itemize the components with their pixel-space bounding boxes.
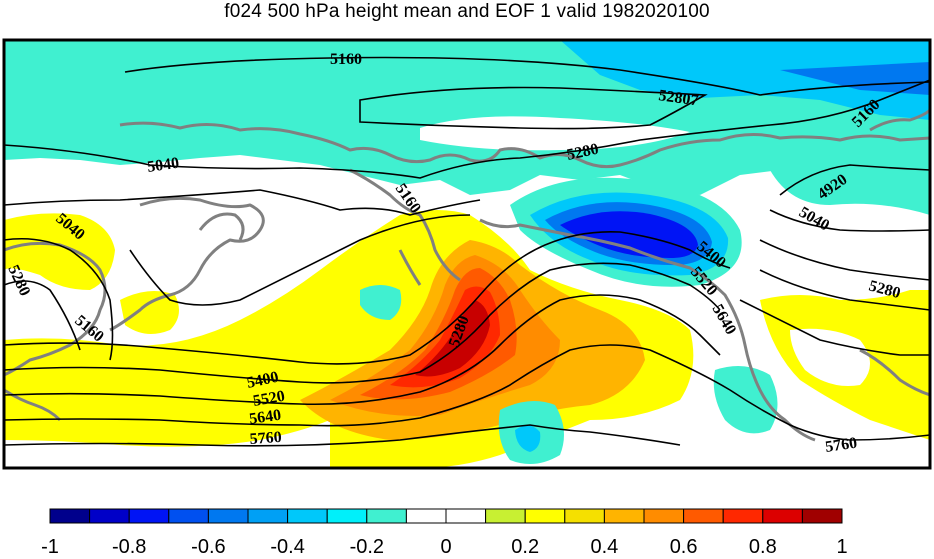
colorbar-swatch	[762, 508, 803, 524]
colorbar	[49, 508, 843, 524]
map-frame	[2, 38, 932, 470]
contour-label: 5760	[249, 429, 282, 448]
colorbar-tick-label: 0.4	[590, 536, 619, 558]
colorbar-tick-label: 0.2	[511, 536, 540, 558]
coastlines	[4, 108, 930, 442]
colorbar-swatch	[326, 508, 368, 524]
colorbar-swatch	[643, 508, 685, 524]
colorbar-swatch	[801, 508, 843, 524]
chart-title: f024 500 hPa height mean and EOF 1 valid…	[224, 1, 710, 22]
colorbar-swatch	[366, 508, 407, 524]
contour-label: 5280	[565, 141, 600, 164]
colorbar-tick-label: 0.8	[748, 536, 777, 558]
colorbar-tick-label: -0.6	[191, 536, 226, 558]
colorbar-swatch	[485, 508, 526, 524]
colorbar-swatch	[564, 508, 605, 524]
shaded-field: 5160 52807 5280 5160 5040 5160 5040 5280…	[4, 40, 930, 468]
colorbar-swatch	[405, 508, 447, 524]
colorbar-swatch	[287, 508, 328, 524]
colorbar-swatch	[603, 508, 645, 524]
colorbar-swatch	[524, 508, 566, 524]
colorbar-tick-label: 0	[440, 536, 452, 558]
colorbar-tick-label: 0.6	[669, 536, 698, 558]
colorbar-tick-label: -0.2	[349, 536, 385, 558]
colorbar-tick-label: -0.4	[270, 536, 305, 558]
colorbar-tick-label: -1	[41, 536, 59, 558]
colorbar-swatch	[128, 508, 170, 524]
colorbar-swatch	[89, 508, 130, 524]
contour-label: 5640	[248, 407, 282, 428]
negative-anomaly-northeast	[560, 40, 930, 120]
contour-label: 5160	[330, 51, 362, 68]
colorbar-swatch	[445, 508, 487, 524]
colorbar-swatch	[207, 508, 249, 524]
height-contours	[4, 56, 930, 447]
colorbar-swatch	[49, 508, 91, 524]
colorbar-tick-label: -0.8	[111, 536, 147, 558]
contour-label: 52807	[657, 87, 699, 109]
colorbar-swatch	[683, 508, 724, 524]
colorbar-swatch	[247, 508, 289, 524]
colorbar-tick-label: 1	[836, 536, 848, 558]
colorbar-swatch	[168, 508, 209, 524]
contour-label: 5040	[146, 155, 180, 176]
colorbar-swatch	[722, 508, 764, 524]
contour-label: 5520	[252, 388, 286, 410]
positive-anomaly-west	[4, 213, 115, 290]
contour-label: 5760	[824, 435, 858, 456]
contour-label: 5400	[245, 369, 280, 392]
